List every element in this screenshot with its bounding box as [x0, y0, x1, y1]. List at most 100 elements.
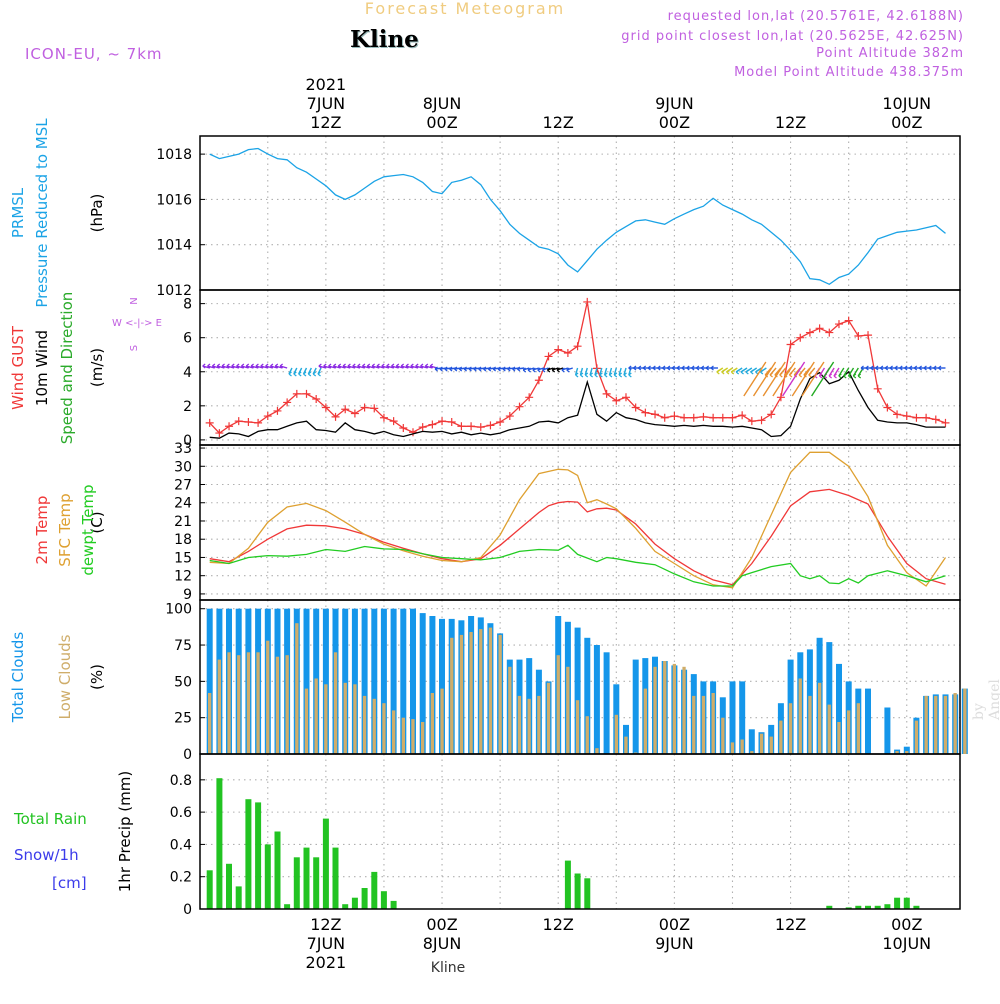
wind-arrow-head	[458, 366, 463, 372]
wind-arrow-head	[312, 371, 317, 377]
wind-arrow-head	[376, 363, 380, 369]
wind-arrow-head	[740, 369, 744, 375]
wind-arrow-head	[589, 372, 593, 378]
bar-total_clouds	[419, 613, 426, 754]
bar-total_clouds	[371, 608, 378, 754]
bar-rain	[216, 778, 223, 909]
gust-marker	[621, 393, 630, 402]
gust-marker	[854, 331, 863, 340]
wind-arrow-head	[492, 366, 497, 372]
gust-marker	[815, 324, 824, 333]
wind-arrow-head	[735, 369, 740, 375]
bar-low_clouds	[275, 656, 280, 754]
wind-arrow-head	[833, 373, 837, 379]
wind-arrow	[584, 367, 588, 376]
bar-total_clouds	[729, 681, 736, 754]
bar-low_clouds	[701, 695, 706, 754]
bar-low_clouds	[924, 695, 928, 754]
wind-arrow-head	[580, 372, 584, 378]
wind-arrow-head	[303, 371, 307, 377]
wind-arrow-head	[434, 366, 438, 372]
wind-arrow-head	[848, 373, 852, 379]
wind-arrow-head	[726, 369, 730, 375]
bar-low_clouds	[227, 652, 231, 754]
wind-direction-arrows	[202, 361, 946, 397]
wind-arrow	[594, 367, 598, 376]
y-tick-label: 4	[183, 365, 192, 381]
bar-total_clouds	[748, 729, 755, 754]
bar-low_clouds	[730, 742, 735, 754]
compass-ew: W <-|-> E	[112, 318, 162, 329]
gust-marker	[379, 413, 388, 422]
y-tick-label: 25	[174, 711, 192, 727]
wind-arrow-head	[880, 365, 884, 371]
bar-low_clouds	[295, 623, 299, 754]
credit-watermark: by Angel	[971, 679, 1000, 720]
bar-total_clouds	[884, 707, 891, 754]
bar-low_clouds	[546, 682, 551, 754]
gust-marker	[234, 417, 243, 426]
y-tick-label: 2	[183, 399, 192, 415]
wind-arrow-head	[637, 365, 642, 371]
gust-marker	[709, 413, 718, 422]
temp-ylabel: dewpt Temp	[79, 484, 97, 575]
series-line-dewpt	[209, 544, 946, 587]
wind-arrow-head	[789, 372, 793, 378]
wind-arrow-long	[762, 361, 786, 397]
bar-rain	[380, 891, 387, 909]
bar-rain	[235, 886, 242, 909]
bar-low_clouds	[517, 695, 522, 754]
bar-low_clouds	[556, 655, 560, 754]
wind-arrow-head	[730, 369, 735, 375]
bar-low_clouds	[663, 661, 667, 754]
y-tick-label: 0.4	[170, 837, 192, 853]
bar-total_clouds	[322, 608, 329, 754]
gust-marker	[602, 389, 611, 398]
bar-rain	[855, 905, 862, 909]
wind-arrow-head	[633, 365, 637, 371]
time-label-bottom: 7JUN	[307, 934, 346, 953]
wind-arrow-head	[270, 363, 274, 369]
wind-arrow-head	[623, 372, 627, 378]
point-altitude: Point Altitude 382m	[816, 46, 964, 61]
bar-low_clouds	[711, 693, 715, 754]
time-label-top: 00Z	[426, 113, 457, 132]
bar-low_clouds	[672, 663, 676, 754]
compass-n: N	[129, 297, 140, 304]
bar-low_clouds	[266, 640, 270, 754]
gust-marker	[718, 413, 727, 422]
wind-arrow-head	[769, 372, 773, 378]
wind-arrow-head	[918, 365, 922, 371]
bar-low_clouds	[614, 714, 618, 754]
time-label-top: 8JUN	[423, 94, 462, 113]
bar-total_clouds	[390, 608, 397, 754]
bar-low_clouds	[304, 688, 309, 754]
wind-arrow-head	[202, 363, 206, 369]
bar-low_clouds	[847, 710, 851, 754]
wind-arrow-head	[686, 365, 690, 371]
wind-arrow-head	[700, 365, 705, 371]
wind-arrow-head	[352, 363, 356, 369]
wind-arrow-head	[231, 363, 235, 369]
wind-arrow-head	[410, 363, 414, 369]
gust-marker	[292, 389, 301, 398]
wind-arrow-head	[216, 363, 221, 369]
gust-marker	[263, 412, 272, 421]
gust-marker	[767, 410, 776, 419]
gust-marker	[893, 410, 902, 419]
panel-pressure: 1012 1014 1016 1018 (hPa)	[88, 135, 961, 299]
gust-marker	[699, 412, 708, 421]
wind-arrow-head	[710, 365, 714, 371]
wind-arrow-head	[909, 365, 913, 371]
bar-rain	[390, 900, 397, 909]
gust-marker	[883, 403, 892, 412]
bar-total_clouds	[361, 608, 368, 754]
gust-marker	[612, 396, 621, 405]
compass-s: S	[129, 345, 140, 351]
wind-arrow-head	[745, 369, 749, 375]
gust-marker	[447, 418, 456, 427]
bar-total_clouds	[632, 659, 639, 754]
wind-arrow-head	[527, 367, 531, 373]
wind-arrow	[589, 367, 593, 376]
wind-arrow-head	[265, 363, 269, 369]
